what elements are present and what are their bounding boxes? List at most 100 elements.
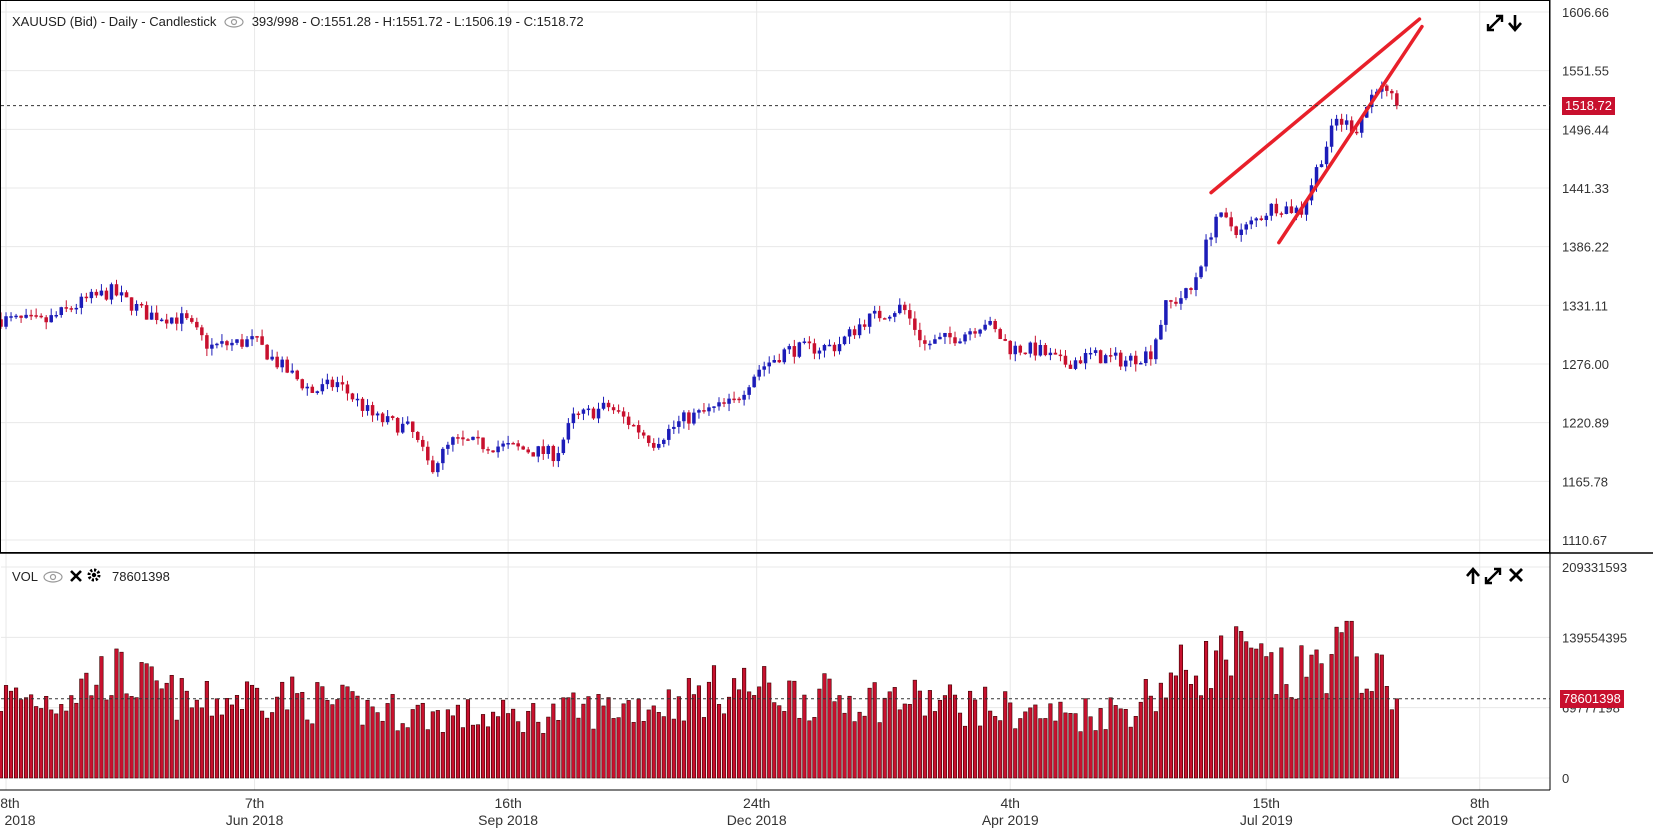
volume-bar [229, 704, 235, 779]
volume-bar [506, 713, 511, 779]
time-tick-day: 28th [0, 795, 20, 811]
candle-body [1395, 93, 1399, 106]
candle-body [215, 343, 219, 346]
candle-body [34, 315, 38, 317]
candle-body [1249, 220, 1254, 225]
volume-bar [1063, 712, 1068, 779]
volume-bar [395, 730, 400, 779]
volume-bar [732, 678, 737, 779]
candle-body [195, 321, 199, 328]
candle-body [370, 405, 375, 416]
candle-body [611, 407, 616, 411]
candle-body [777, 360, 782, 363]
volume-bar [179, 678, 184, 779]
volume-bar [807, 720, 812, 779]
candle-body [1234, 226, 1238, 235]
move-up-icon[interactable] [1466, 567, 1480, 589]
candle-body [220, 341, 224, 344]
volume-bar [435, 710, 440, 779]
candle-body [616, 410, 621, 412]
candle-body [1149, 351, 1153, 360]
volume-bar [772, 702, 777, 779]
close-icon[interactable] [1508, 567, 1524, 587]
volume-bar [320, 686, 325, 779]
volume-bar [847, 695, 852, 779]
volume-bar [1163, 697, 1168, 779]
volume-bar [154, 680, 159, 779]
volume-bar [275, 696, 280, 779]
volume-bar [1254, 648, 1259, 779]
volume-bar [1113, 705, 1118, 779]
volume-bar [561, 697, 566, 779]
volume-bar [1339, 632, 1344, 779]
candle-body [451, 437, 455, 445]
volume-bar [1028, 707, 1033, 779]
volume-bar [14, 687, 19, 779]
volume-bar [375, 712, 380, 779]
candle-body [230, 342, 234, 346]
candle-body [1179, 298, 1183, 304]
volume-bar [581, 703, 586, 779]
volume-bar [84, 672, 89, 779]
volume-bar [485, 726, 491, 779]
candle-body [205, 335, 209, 349]
volume-bar [34, 706, 39, 779]
volume-bar [757, 686, 762, 779]
volume-bar [1214, 650, 1219, 779]
candle-body [1093, 350, 1098, 353]
candle-body [265, 344, 269, 360]
expand-icon[interactable] [1484, 567, 1502, 589]
candle-body [772, 360, 777, 363]
candle-body [94, 291, 99, 296]
gear-icon[interactable] [86, 567, 102, 586]
expand-icon[interactable] [1486, 14, 1504, 36]
volume-bar [586, 696, 591, 779]
volume-bar [521, 732, 526, 779]
volume-bar [8, 690, 14, 779]
candle-body [1169, 300, 1173, 302]
candle-body [857, 324, 862, 336]
candle-body [963, 334, 967, 342]
eye-icon[interactable] [224, 16, 244, 31]
volume-bar [330, 704, 335, 779]
candle-body [988, 320, 992, 325]
candle-body [802, 341, 807, 343]
volume-bar [300, 692, 305, 779]
candle-body [99, 290, 104, 296]
candle-body [335, 382, 340, 388]
volume-bar [104, 699, 109, 779]
eye-icon[interactable] [43, 571, 63, 586]
volume-bar [295, 693, 300, 779]
volume-bar [646, 709, 651, 779]
download-icon[interactable] [1508, 14, 1522, 36]
volume-bar [937, 699, 942, 779]
candle-body [4, 316, 8, 327]
volume-bar [978, 725, 983, 779]
candle-body [59, 307, 64, 316]
volume-bar [1008, 702, 1013, 779]
volume-bar [64, 710, 69, 779]
price-tick-label: 1551.55 [1562, 64, 1609, 79]
candle-body [1063, 355, 1068, 365]
volume-bar [817, 688, 822, 779]
candle-body [898, 304, 902, 314]
candle-body [134, 303, 139, 311]
candle-body [1023, 352, 1028, 355]
candle-body [506, 443, 510, 445]
volume-bar [280, 681, 285, 779]
candle-body [727, 398, 731, 404]
close-icon[interactable] [69, 569, 83, 586]
candle-body [365, 405, 370, 411]
volume-bar [360, 724, 365, 779]
candle-body [400, 423, 405, 433]
volume-bar [842, 712, 847, 779]
price-tick-label: 1110.67 [1562, 533, 1607, 548]
volume-bar [611, 718, 616, 779]
volume-bar [1203, 640, 1209, 779]
volume-bar [385, 703, 390, 779]
volume-bar [802, 694, 807, 779]
volume-bar [79, 678, 84, 779]
volume-bar [877, 722, 882, 779]
